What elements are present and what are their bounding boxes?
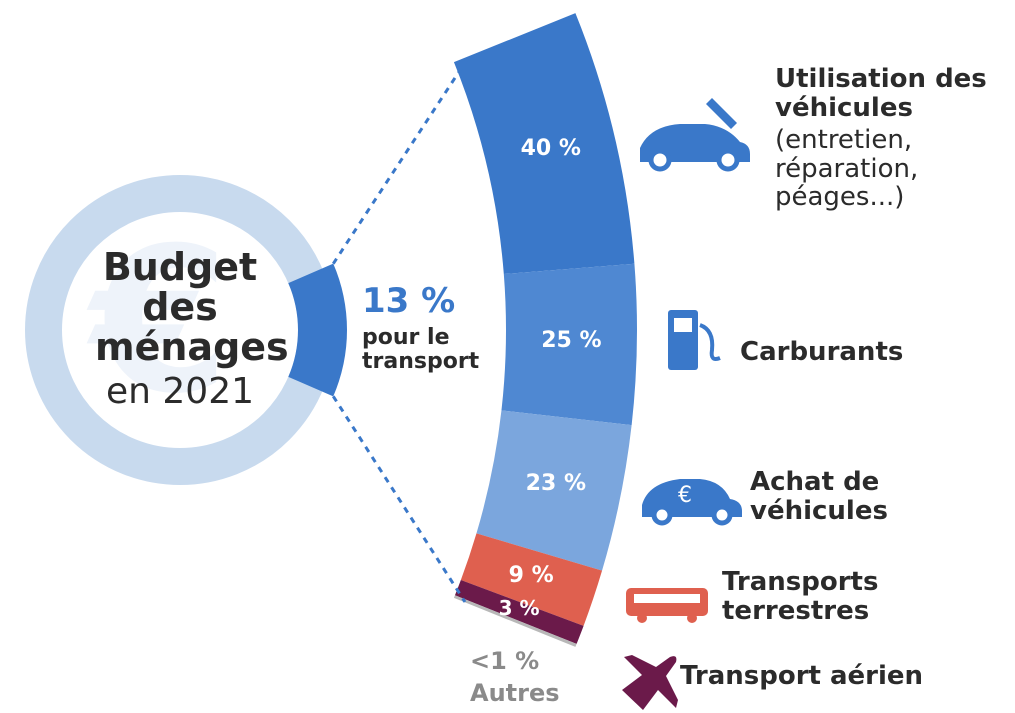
connector: [332, 54, 472, 265]
wheel: [711, 504, 733, 526]
wheel: [716, 148, 740, 172]
wrench-icon: [706, 98, 737, 129]
value-label: 3 %: [498, 596, 540, 621]
category-label: Carburants: [740, 337, 904, 367]
wheel: [637, 613, 647, 623]
category-label: Transport aérien: [680, 661, 924, 691]
value-label: 25 %: [541, 328, 602, 354]
arc-segment: [454, 580, 584, 644]
wheel: [648, 148, 672, 172]
category-label: Achat de véhicules: [750, 467, 888, 526]
bus-windows: [634, 594, 700, 603]
plane-icon: [622, 655, 678, 710]
subtitle: en 2021: [105, 371, 255, 412]
value-label: 13 %: [362, 281, 456, 321]
title: Budget des ménages: [95, 245, 289, 369]
arc-segment: [453, 13, 635, 275]
wheel: [687, 613, 697, 623]
arc: [453, 13, 637, 647]
wheel: [651, 504, 673, 526]
connector: [332, 395, 467, 603]
pump-hose: [699, 323, 721, 361]
arc-segment: [501, 263, 637, 426]
category-label: Autres: [470, 679, 560, 707]
arc-segment: [460, 533, 603, 626]
pump-window: [674, 318, 692, 332]
category-label: pour le transport: [362, 325, 480, 375]
value-label: <1 %: [470, 647, 540, 675]
value-label: 9 %: [508, 562, 554, 588]
euro-icon: €: [678, 483, 692, 508]
category-label: Utilisation des véhicules: [775, 64, 987, 123]
value-label: 23 %: [525, 470, 586, 496]
category-label: Transports terrestres: [722, 567, 879, 626]
icons: €: [622, 98, 750, 710]
highlight-wedge: [288, 263, 347, 397]
background-symbol: €: [86, 205, 229, 438]
donut: €: [25, 54, 472, 603]
arc-segment: [453, 595, 577, 647]
annotation: (entretien, réparation, péages...): [775, 125, 919, 213]
value-label: 40 %: [520, 136, 581, 162]
arc-segment: [476, 410, 632, 571]
